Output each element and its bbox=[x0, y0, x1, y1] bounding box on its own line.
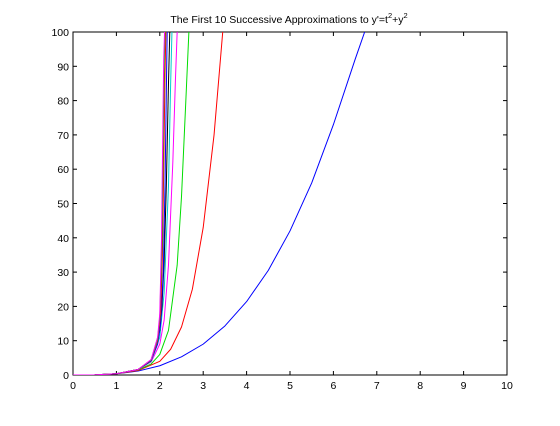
y-tick-label: 90 bbox=[57, 61, 69, 73]
series-line-8 bbox=[73, 32, 167, 375]
y-tick-label: 70 bbox=[57, 130, 69, 142]
y-tick-label: 80 bbox=[57, 96, 69, 108]
x-tick-label: 4 bbox=[244, 380, 250, 392]
x-tick-label: 2 bbox=[157, 380, 163, 392]
y-tick-label: 50 bbox=[57, 199, 69, 211]
x-tick-label: 8 bbox=[417, 380, 423, 392]
x-tick-label: 7 bbox=[374, 380, 380, 392]
x-tick-label: 6 bbox=[330, 380, 336, 392]
y-tick-label: 0 bbox=[63, 370, 69, 382]
x-tick-label: 9 bbox=[461, 380, 467, 392]
y-tick-label: 60 bbox=[57, 164, 69, 176]
x-tick-label: 10 bbox=[501, 380, 513, 392]
series-line-10 bbox=[73, 32, 166, 375]
series-line-2 bbox=[73, 32, 224, 375]
series-line-5 bbox=[73, 32, 173, 375]
x-tick-label: 0 bbox=[70, 380, 76, 392]
chart-title: The First 10 Successive Approximations t… bbox=[170, 11, 407, 26]
y-tick-label: 10 bbox=[57, 336, 69, 348]
x-tick-label: 5 bbox=[287, 380, 293, 392]
y-tick-label: 100 bbox=[51, 27, 69, 39]
series-line-9 bbox=[73, 32, 166, 375]
axes-box bbox=[72, 31, 508, 376]
series-line-7 bbox=[73, 32, 168, 375]
y-tick-label: 30 bbox=[57, 267, 69, 279]
x-tick-label: 1 bbox=[113, 380, 119, 392]
y-tick-label: 40 bbox=[57, 233, 69, 245]
y-tick-label: 20 bbox=[57, 301, 69, 313]
x-tick-label: 3 bbox=[200, 380, 206, 392]
series-line-6 bbox=[73, 32, 171, 375]
